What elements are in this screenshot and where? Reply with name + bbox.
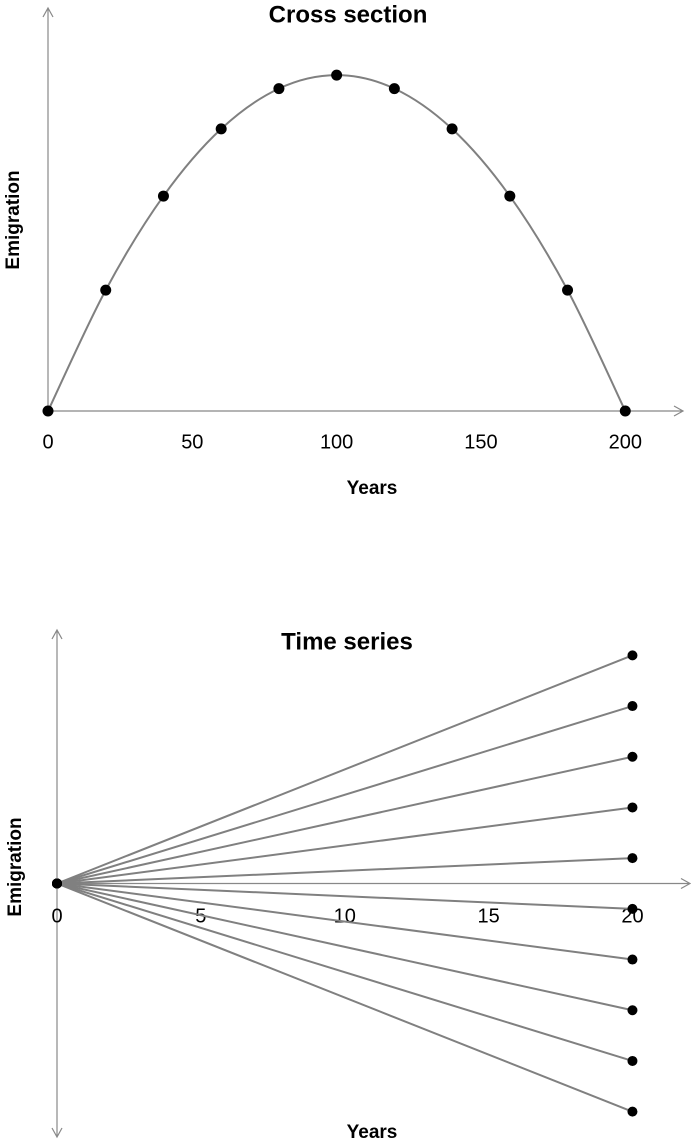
data-point xyxy=(627,802,638,813)
data-point xyxy=(504,190,516,202)
x-axis-label: Years xyxy=(347,478,398,499)
data-point xyxy=(627,650,638,661)
x-tick-label: 5 xyxy=(195,905,206,927)
series-line xyxy=(56,806,633,885)
series-line xyxy=(56,882,633,1012)
x-tick-label: 150 xyxy=(464,431,497,453)
x-tick-label: 50 xyxy=(181,431,203,453)
data-point xyxy=(627,1055,638,1066)
series-line xyxy=(56,857,633,885)
data-point xyxy=(215,123,227,135)
chart-title: Cross section xyxy=(269,1,428,28)
series-line xyxy=(56,882,633,1113)
x-tick-label: 15 xyxy=(477,905,499,927)
y-axis-label: Emigration xyxy=(5,817,26,916)
series-line xyxy=(56,882,633,1062)
x-tick-label: 10 xyxy=(334,905,356,927)
series-line xyxy=(56,882,633,961)
data-point xyxy=(627,853,638,864)
series-line xyxy=(56,654,633,885)
y-axis-label: Emigration xyxy=(3,170,24,269)
series-line xyxy=(56,755,633,885)
data-point xyxy=(388,83,400,95)
data-point xyxy=(627,954,638,965)
data-point xyxy=(273,83,285,95)
x-tick-label: 0 xyxy=(51,905,62,927)
series-line xyxy=(47,74,627,412)
data-point xyxy=(627,1106,638,1117)
y-axis xyxy=(42,6,54,411)
data-point xyxy=(157,190,169,202)
data-point xyxy=(331,69,343,81)
x-axis xyxy=(48,405,685,417)
data-point xyxy=(42,405,54,417)
data-point xyxy=(627,701,638,712)
x-axis-label: Years xyxy=(347,1122,398,1143)
data-point xyxy=(100,284,112,296)
series-line xyxy=(56,705,633,885)
x-axis xyxy=(57,877,691,890)
series-line xyxy=(56,882,633,910)
data-point xyxy=(627,1005,638,1016)
data-point xyxy=(562,284,574,296)
chart-title: Time series xyxy=(281,628,413,655)
x-tick-label: 0 xyxy=(42,431,53,453)
x-tick-label: 100 xyxy=(320,431,353,453)
data-point xyxy=(627,903,638,914)
x-tick-label: 20 xyxy=(621,905,643,927)
data-point xyxy=(619,405,631,417)
data-point xyxy=(52,878,62,889)
data-point xyxy=(627,751,638,762)
data-point xyxy=(446,123,458,135)
x-tick-label: 200 xyxy=(609,431,642,453)
